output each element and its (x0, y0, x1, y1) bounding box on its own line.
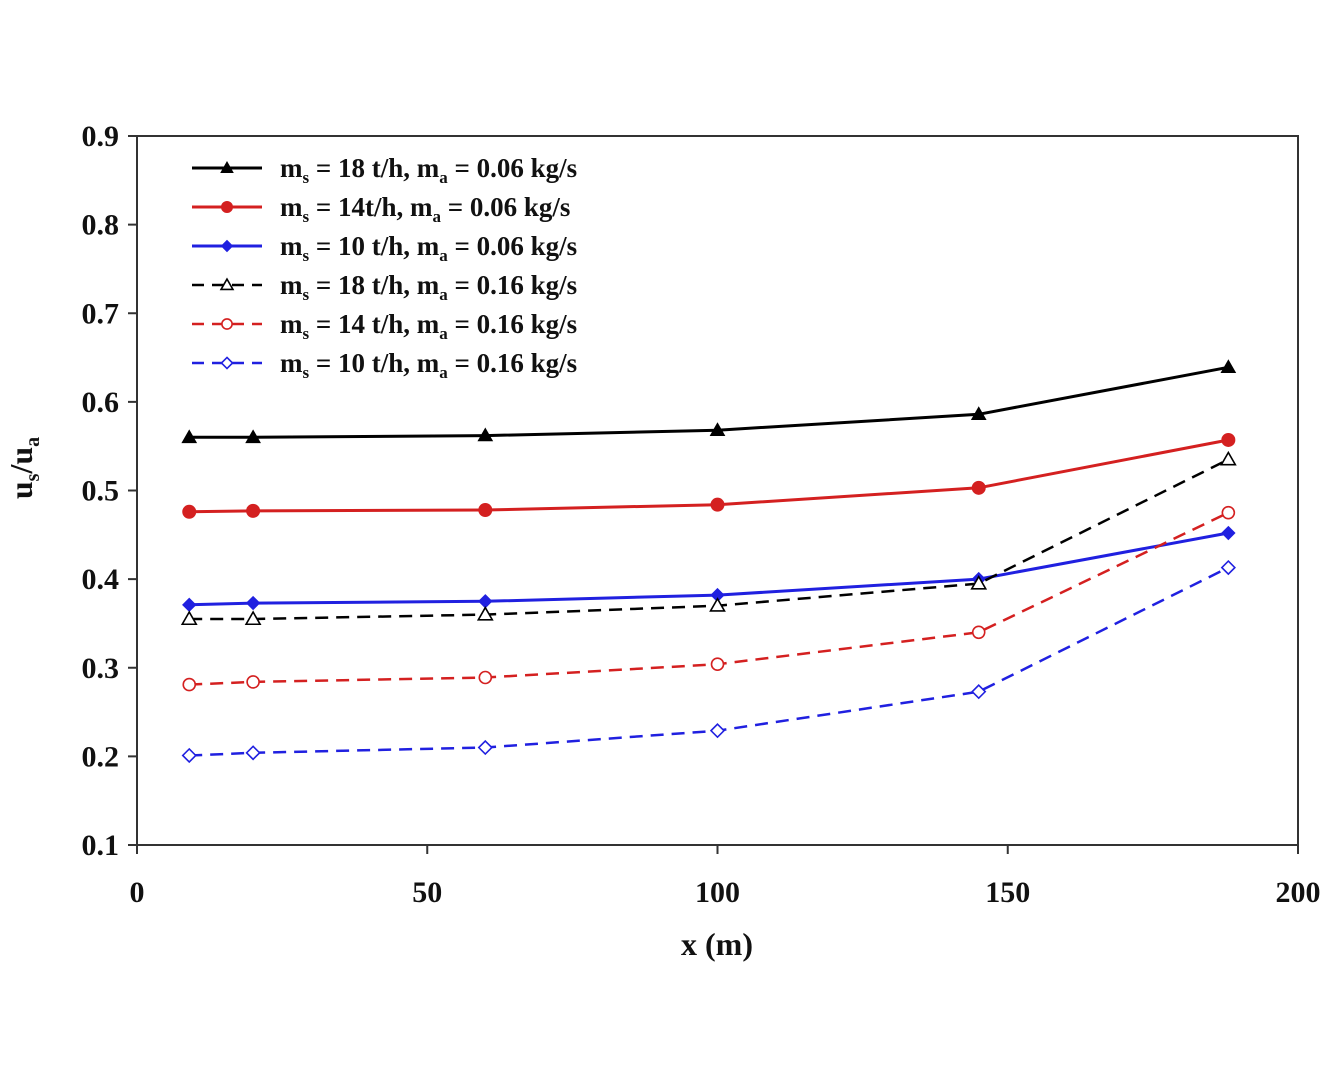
data-point (1221, 505, 1236, 520)
data-point (182, 504, 197, 519)
legend-item: ms = 18 t/h, ma = 0.16 kg/s (192, 270, 577, 304)
data-point (182, 597, 197, 613)
y-tick-label: 0.4 (82, 563, 120, 596)
y-axis: 0.1 0.2 0.3 0.4 0.5 0.6 0.7 0.8 0.9 (82, 120, 137, 862)
x-tick-label: 0 (130, 876, 145, 909)
series-5 (182, 505, 1236, 692)
series-layer (180, 359, 1237, 764)
data-point (180, 610, 198, 626)
series-6 (181, 559, 1236, 764)
x-axis: 0 50 100 150 200 (130, 845, 1321, 909)
legend-marker (221, 318, 233, 330)
legend-marker (220, 239, 234, 253)
x-tick-label: 100 (695, 876, 740, 909)
y-tick-label: 0.7 (82, 297, 120, 330)
data-point (1221, 432, 1236, 447)
y-tick-label: 0.2 (82, 740, 120, 773)
series-line (189, 531, 1229, 607)
data-point (476, 605, 494, 621)
data-point (478, 594, 493, 609)
legend-label: ms = 18 t/h, ma = 0.06 kg/s (280, 153, 577, 187)
data-point (971, 480, 986, 495)
legend-label: ms = 14t/h, ma = 0.06 kg/s (280, 192, 570, 226)
y-tick-label: 0.5 (82, 475, 120, 508)
data-point (246, 503, 261, 518)
data-point (245, 595, 261, 611)
data-point (477, 427, 494, 442)
series-line (189, 566, 1229, 757)
series-line (189, 438, 1229, 514)
data-point (1220, 559, 1236, 576)
data-point (1221, 525, 1236, 541)
x-tick-label: 50 (412, 876, 442, 909)
y-axis-label: us/ua (3, 437, 44, 499)
legend-item: ms = 14t/h, ma = 0.06 kg/s (192, 192, 570, 226)
data-point (971, 684, 987, 700)
data-point (246, 675, 260, 689)
series-1 (181, 359, 1237, 444)
data-point (478, 670, 493, 685)
series-line (189, 458, 1229, 621)
legend: ms = 18 t/h, ma = 0.06 kg/s ms = 14t/h, m… (192, 153, 577, 382)
legend-item: ms = 10 t/h, ma = 0.16 kg/s (192, 348, 577, 382)
y-tick-label: 0.9 (82, 120, 120, 153)
y-tick-label: 0.3 (82, 652, 120, 685)
data-point (244, 610, 262, 626)
legend-marker (220, 200, 234, 214)
data-point (710, 497, 725, 512)
y-tick-label: 0.6 (82, 386, 120, 419)
legend-label: ms = 10 t/h, ma = 0.16 kg/s (280, 348, 577, 382)
data-point (182, 677, 197, 692)
y-tick-label: 0.8 (82, 209, 120, 242)
legend-label: ms = 10 t/h, ma = 0.06 kg/s (280, 231, 577, 265)
data-point (478, 502, 493, 517)
data-point (709, 723, 726, 739)
y-tick-label: 0.1 (82, 829, 120, 862)
series-line (189, 365, 1229, 439)
data-point (709, 422, 726, 436)
data-point (971, 625, 986, 640)
legend-item: ms = 14 t/h, ma = 0.16 kg/s (192, 309, 577, 343)
legend-marker (220, 356, 234, 370)
legend-marker (220, 161, 234, 173)
data-point (709, 597, 726, 612)
series-3 (182, 525, 1236, 613)
data-point (970, 574, 988, 590)
series-line (189, 511, 1229, 686)
x-axis-label: x (m) (681, 926, 753, 962)
legend-marker (219, 277, 235, 291)
legend-item: ms = 10 t/h, ma = 0.06 kg/s (192, 231, 577, 265)
data-point (1220, 359, 1237, 374)
data-point (245, 429, 261, 444)
data-point (970, 406, 987, 421)
data-point (181, 429, 198, 444)
legend-item: ms = 18 t/h, ma = 0.06 kg/s (192, 153, 577, 187)
data-point (710, 657, 725, 672)
data-point (1219, 450, 1237, 466)
x-tick-label: 200 (1276, 876, 1321, 909)
data-point (245, 745, 261, 761)
legend-label: ms = 18 t/h, ma = 0.16 kg/s (280, 270, 577, 304)
series-2 (182, 432, 1236, 519)
data-point (181, 747, 197, 764)
data-point (477, 739, 493, 756)
x-tick-label: 150 (985, 876, 1030, 909)
series-4 (180, 450, 1237, 626)
legend-label: ms = 14 t/h, ma = 0.16 kg/s (280, 309, 577, 343)
